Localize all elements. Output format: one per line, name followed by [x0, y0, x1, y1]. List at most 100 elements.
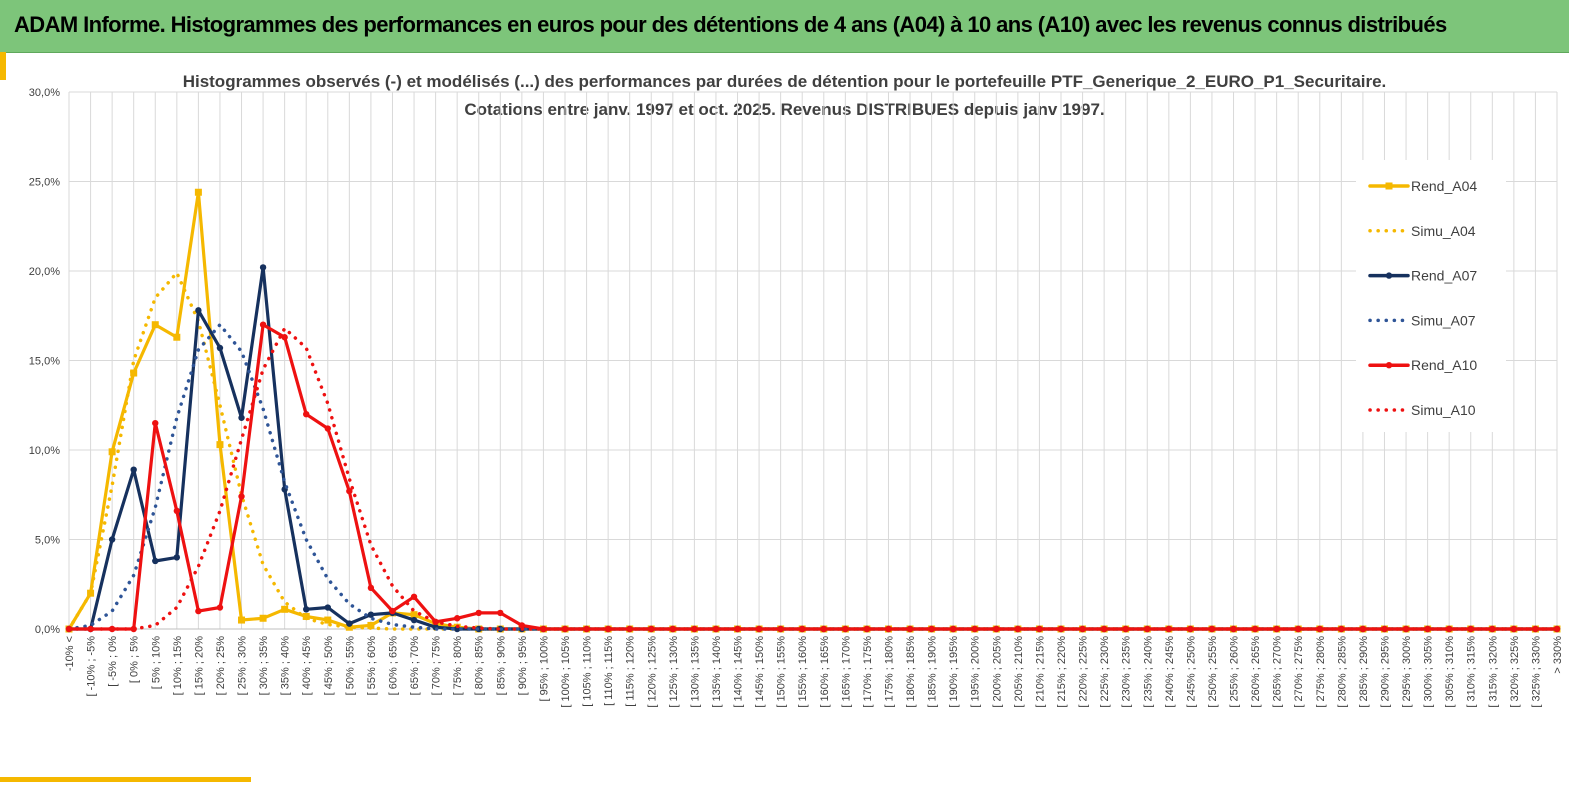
- x-tick-label: [ 310% ; 315%: [1466, 636, 1478, 708]
- data-point-Rend_A10: [1316, 625, 1323, 633]
- legend-marker: [1385, 182, 1393, 190]
- data-point-Rend_A10: [604, 625, 612, 633]
- data-point-Rend_A07: [173, 554, 181, 561]
- data-point-Rend_A10: [1122, 625, 1129, 633]
- data-point-Rend_A10: [259, 321, 267, 328]
- legend-box: [1356, 160, 1506, 432]
- data-point-Rend_A07: [152, 557, 159, 565]
- accent-bar-bottom: [0, 777, 251, 782]
- data-point-Rend_A10: [475, 609, 482, 617]
- x-tick-label: [ 165% ; 170%: [840, 636, 852, 708]
- data-point-Rend_A10: [799, 625, 806, 633]
- data-point-Rend_A04: [151, 321, 159, 329]
- x-tick-label: [ 250% ; 255%: [1207, 636, 1219, 708]
- data-point-Rend_A04: [367, 621, 375, 629]
- x-tick-label: [ 140% ; 145%: [733, 636, 745, 708]
- x-tick-label: [ 65% ; 70%: [409, 636, 421, 696]
- data-point-Rend_A04: [130, 369, 138, 377]
- data-point-Rend_A10: [108, 625, 116, 633]
- x-tick-label: [ 45% ; 50%: [323, 636, 335, 696]
- data-point-Rend_A04: [108, 448, 116, 456]
- chart-title-line-1: Histogrammes observés (-) et modélisés (…: [182, 72, 1387, 91]
- data-point-Rend_A07: [410, 616, 418, 624]
- x-tick-label: [ 280% ; 285%: [1336, 636, 1348, 708]
- data-point-Rend_A04: [259, 614, 267, 622]
- x-tick-label: [ 75% ; 80%: [452, 636, 464, 696]
- x-tick-label: -10% <: [64, 636, 76, 671]
- x-tick-label: [ 230% ; 235%: [1121, 636, 1133, 708]
- x-tick-label: [ 35% ; 40%: [280, 636, 292, 696]
- data-point-Rend_A10: [734, 625, 741, 633]
- data-point-Rend_A10: [1057, 625, 1065, 633]
- data-point-Rend_A04: [302, 612, 310, 620]
- x-tick-label: [ 320% ; 325%: [1509, 636, 1521, 708]
- x-tick-label: [ 170% ; 175%: [862, 636, 874, 708]
- x-tick-label: [ 325% ; 330%: [1530, 636, 1542, 708]
- data-point-Rend_A10: [281, 334, 288, 341]
- x-tick-label: [ -5% ; 0%: [107, 636, 119, 687]
- data-point-Rend_A10: [346, 487, 353, 495]
- report-title: ADAM Informe. Histogrammes des performan…: [14, 12, 1447, 37]
- x-tick-label: [ 110% ; 115%: [603, 636, 615, 706]
- series-line-Simu_A07: [67, 322, 1559, 631]
- legend-marker: [1385, 362, 1393, 369]
- x-tick-label: [ 70% ; 75%: [431, 636, 443, 696]
- data-point-Rend_A07: [324, 604, 331, 611]
- data-point-Rend_A10: [324, 425, 331, 432]
- x-tick-label: [ 190% ; 195%: [948, 636, 960, 708]
- data-point-Rend_A10: [87, 625, 94, 633]
- x-tick-label: [ 270% ; 275%: [1293, 636, 1305, 708]
- series-line-Simu_A10: [67, 326, 1559, 631]
- x-tick-label: [ 100% ; 105%: [560, 636, 572, 708]
- series-line-Simu_A04: [67, 271, 1559, 631]
- data-point-Rend_A10: [303, 411, 310, 418]
- x-tick-label: [ 5% ; 10%: [150, 636, 162, 689]
- legend-label-Rend_A07: Rend_A07: [1411, 268, 1477, 284]
- legend-label-Simu_A04: Simu_A04: [1411, 223, 1476, 239]
- data-point-Rend_A10: [1445, 625, 1453, 633]
- x-tick-label: [ 130% ; 135%: [689, 636, 701, 708]
- data-point-Rend_A04: [238, 616, 246, 624]
- x-tick-label: [ 95% ; 100%: [538, 636, 550, 702]
- y-tick-label: 20,0%: [29, 266, 60, 278]
- x-tick-label: [ 120% ; 125%: [646, 636, 658, 708]
- x-tick-label: [ 235% ; 240%: [1142, 636, 1154, 708]
- data-point-Rend_A10: [1553, 625, 1561, 633]
- data-point-Rend_A07: [108, 536, 116, 543]
- data-point-Rend_A10: [1510, 625, 1518, 633]
- x-tick-label: [ 40% ; 45%: [301, 636, 313, 696]
- x-tick-label: [ 220% ; 225%: [1078, 636, 1090, 708]
- chart-title: Histogrammes observés (-) et modélisés (…: [0, 68, 1569, 124]
- x-tick-label: [ 215% ; 220%: [1056, 636, 1068, 708]
- data-point-Rend_A10: [453, 615, 461, 622]
- x-tick-label: [ 150% ; 155%: [776, 636, 788, 708]
- y-tick-label: 15,0%: [29, 356, 60, 368]
- y-tick-label: 30,0%: [29, 87, 60, 99]
- data-point-Rend_A10: [669, 625, 677, 633]
- x-tick-label: [ 115% ; 120%: [625, 636, 637, 707]
- x-tick-label: [ 55% ; 60%: [366, 636, 378, 696]
- x-tick-label: [ 50% ; 55%: [344, 636, 356, 696]
- legend-label-Simu_A07: Simu_A07: [1411, 312, 1476, 328]
- series-line-Rend_A07: [67, 265, 1559, 631]
- legend-marker: [1385, 272, 1393, 279]
- data-point-Rend_A10: [238, 493, 245, 500]
- x-tick-label: [ 60% ; 65%: [387, 636, 399, 696]
- series-line-Rend_A10: [67, 323, 1559, 631]
- x-tick-label: [ 290% ; 295%: [1379, 636, 1391, 708]
- x-tick-label: [ 210% ; 215%: [1034, 636, 1046, 708]
- data-point-Rend_A04: [281, 605, 289, 613]
- data-point-Rend_A10: [1251, 625, 1259, 633]
- x-tick-label: [ 245% ; 250%: [1185, 636, 1197, 708]
- y-tick-label: 10,0%: [29, 445, 60, 457]
- x-tick-label: [ 0% ; 5%: [129, 636, 141, 683]
- data-point-Rend_A04: [173, 333, 181, 341]
- x-tick-label: [ 15% ; 20%: [193, 636, 205, 696]
- legend-label-Rend_A10: Rend_A10: [1411, 357, 1477, 373]
- legend: Rend_A04 Simu_A04 Rend_A07 Simu_A07 Rend_A10…: [1356, 160, 1506, 432]
- data-point-Rend_A10: [216, 604, 224, 611]
- data-point-Rend_A07: [346, 620, 353, 627]
- data-point-Rend_A10: [518, 622, 526, 629]
- data-point-Rend_A10: [540, 625, 547, 633]
